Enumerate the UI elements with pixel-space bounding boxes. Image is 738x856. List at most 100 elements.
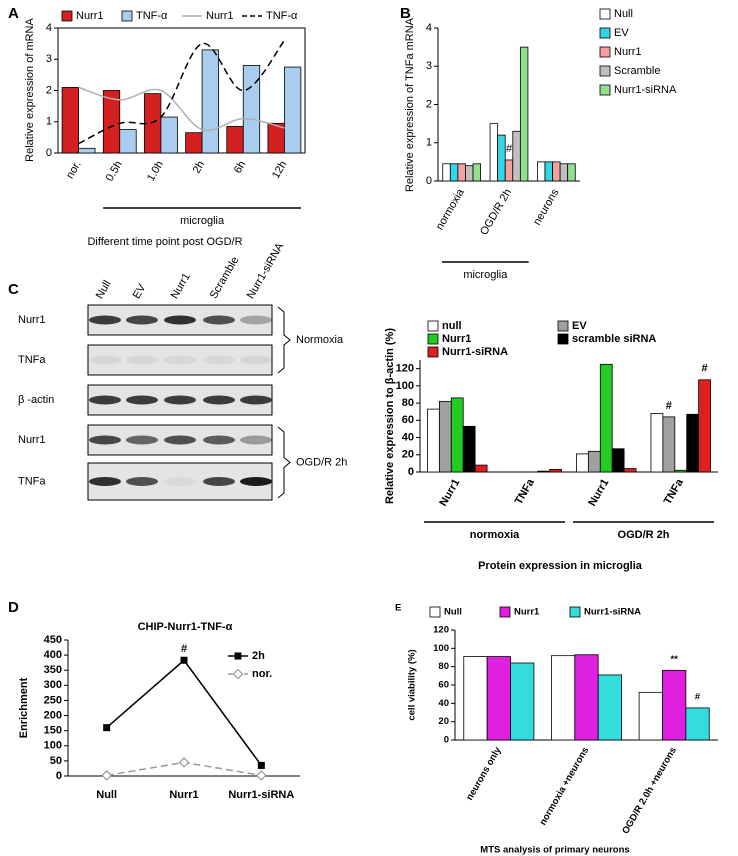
blot-band <box>89 477 121 486</box>
row-label: TNFa <box>18 354 46 366</box>
blot-band <box>164 355 196 365</box>
x-tick-label: Null <box>96 789 117 801</box>
x-tick-label: 1.0h <box>145 159 166 184</box>
blot-band <box>203 435 235 445</box>
marker <box>180 656 188 664</box>
bar <box>119 129 137 154</box>
bar <box>242 65 261 154</box>
blot-band <box>89 315 121 325</box>
panel: 0 20 40 60 80 100 120 Nurr1 TNFa Nurr1 TNFa normoxi… <box>384 320 718 572</box>
legend-swatch <box>569 606 581 618</box>
y-tick-label: 1 <box>426 137 432 149</box>
bracket <box>277 306 291 374</box>
bar <box>685 707 710 741</box>
y-tick-label: 4 <box>426 22 432 34</box>
bar <box>674 469 688 473</box>
annotation: # <box>506 143 513 155</box>
y-axis-title: cell viability (%) <box>407 649 418 720</box>
marker <box>178 757 190 768</box>
y-tick-label: 3 <box>46 53 52 65</box>
blot-band <box>89 355 121 365</box>
x-tick-label: TNFa <box>662 476 687 507</box>
bar <box>544 161 553 182</box>
bar <box>449 163 459 182</box>
bar <box>284 66 302 154</box>
legend-swatch <box>427 333 439 345</box>
legend-label: TNF-α <box>136 10 168 22</box>
bar <box>497 134 506 182</box>
bar <box>686 413 700 473</box>
bar <box>650 413 664 473</box>
x-tick-label: OGD/R 2.0h +neurons <box>620 745 679 836</box>
y-tick-label: 60 <box>402 414 414 426</box>
blot-band <box>240 315 272 325</box>
blot-band <box>240 435 272 445</box>
group-label: microglia <box>463 269 508 281</box>
y-axis-title: Relative expression to β-actin (%) <box>384 328 396 504</box>
y-tick-label: 2 <box>46 84 52 96</box>
panel-label: D <box>8 599 19 616</box>
legend-swatch <box>557 333 569 345</box>
y-tick-label: 3 <box>426 60 432 72</box>
marker <box>103 724 111 732</box>
panel-label: E <box>395 603 401 614</box>
row-label: Nurr1 <box>18 434 46 446</box>
y-tick-label: 1 <box>46 116 52 128</box>
y-tick-label: 40 <box>402 431 414 443</box>
x-tick-label: 6h <box>232 159 249 176</box>
blot-band <box>164 435 196 445</box>
bar <box>698 379 711 473</box>
x-tick-label: normoxia +neurons <box>538 745 592 827</box>
blot-band <box>126 477 158 486</box>
bar <box>160 116 178 154</box>
line <box>78 40 286 145</box>
x-tick-label: Nurr1-siRNA <box>228 789 294 801</box>
row-label: Nurr1 <box>18 314 46 326</box>
legend-label: TNF-α <box>266 10 298 22</box>
legend-label: Null <box>614 8 633 20</box>
blot-band <box>240 355 272 365</box>
bar <box>599 363 613 473</box>
y-tick-label: 100 <box>44 740 62 752</box>
bracket <box>277 426 291 499</box>
bar <box>662 669 687 741</box>
line <box>78 86 285 132</box>
panel: E 0 20 40 60 80 100 120 neurons only normoxia +ne… <box>395 603 718 856</box>
y-tick-label: 350 <box>44 664 62 676</box>
x-tick-label: 2h <box>191 159 208 176</box>
y-tick-label: 150 <box>44 725 62 737</box>
y-tick-label: 450 <box>44 634 62 646</box>
blot-band <box>164 395 196 405</box>
panel-label: C <box>8 281 19 298</box>
y-tick-label: 100 <box>396 380 414 392</box>
bar <box>549 469 562 473</box>
legend-swatch <box>429 606 441 618</box>
legend-swatch <box>557 320 569 332</box>
blot-band <box>203 395 235 405</box>
lane-label: Scramble <box>208 255 242 301</box>
lane-label: Nurr1-siRNA <box>245 240 287 301</box>
blot-band <box>203 315 235 325</box>
y-axis-title: Relative expression of mRNA <box>24 18 36 162</box>
bar <box>559 163 569 182</box>
x-tick-label: nor. <box>64 159 84 181</box>
bar <box>463 656 488 741</box>
y-tick-label: 250 <box>44 694 62 706</box>
panel: A 0 1 2 3 4 nor. 0.5h 1.0h 2h 6h 12h microglia Relati… <box>8 5 306 248</box>
legend-swatch <box>427 346 439 358</box>
legend-swatch <box>121 10 133 22</box>
annotation: ** <box>670 654 678 665</box>
blot-strip <box>87 344 273 376</box>
bar <box>78 147 96 154</box>
marker <box>232 668 244 680</box>
y-axis-title: Relative expression of TNFa mRNA <box>404 17 416 192</box>
blot-band <box>126 435 158 445</box>
panel: C Null EV Nurr1 Scramble Nurr1-siRNA Nurr1 TNFa… <box>8 240 347 501</box>
y-tick-label: 300 <box>44 679 62 691</box>
legend-label: Nurr1 <box>614 46 642 58</box>
bar <box>185 132 203 154</box>
bar <box>576 453 589 473</box>
bar <box>102 90 121 154</box>
annotation: # <box>181 643 187 655</box>
blot-band <box>164 315 196 325</box>
